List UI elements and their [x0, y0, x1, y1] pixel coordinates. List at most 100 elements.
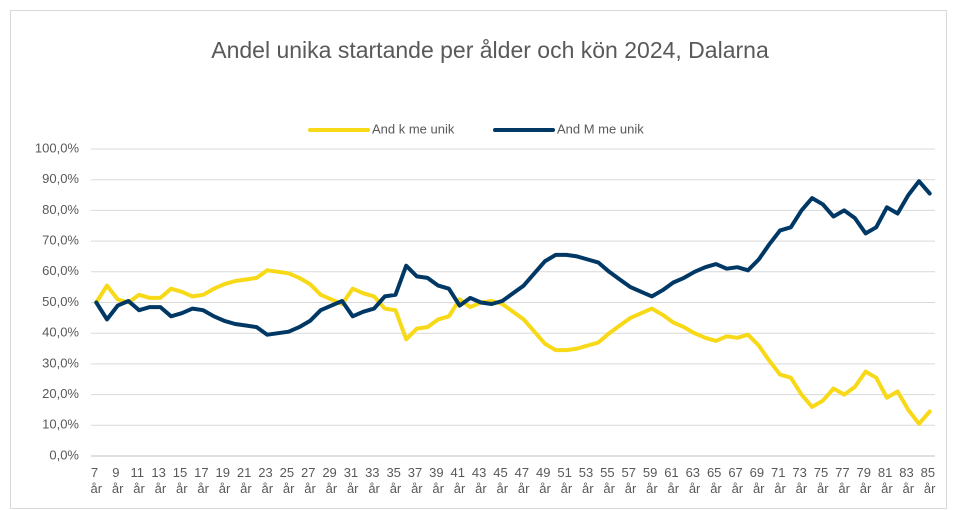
x-tick-unit: år — [347, 481, 359, 496]
y-tick-label: 10,0% — [42, 417, 79, 432]
x-tick-label: 77 år — [835, 465, 853, 496]
x-tick-label: 39 år — [429, 465, 447, 496]
x-tick-number: 51 — [557, 465, 575, 480]
x-tick-label: 81 år — [878, 465, 896, 496]
y-tick-label: 0,0% — [49, 447, 79, 462]
x-tick-unit: år — [432, 481, 444, 496]
x-tick-unit: år — [625, 481, 637, 496]
x-tick-number: 39 — [429, 465, 447, 480]
x-tick-unit: år — [603, 481, 615, 496]
x-tick-label: 73 år — [792, 465, 810, 496]
x-tick-number: 57 — [621, 465, 639, 480]
x-tick-label: 53 år — [579, 465, 597, 496]
x-tick-number: 45 — [493, 465, 511, 480]
x-tick-number: 15 — [173, 465, 191, 480]
x-tick-unit: år — [774, 481, 786, 496]
x-tick-unit: år — [903, 481, 915, 496]
series-line — [94, 179, 932, 337]
x-tick-label: 47 år — [515, 465, 533, 496]
x-tick-label: 55 år — [600, 465, 618, 496]
x-tick-unit: år — [91, 481, 103, 496]
x-tick-number: 9 — [112, 465, 123, 480]
x-tick-number: 41 — [451, 465, 469, 480]
x-tick-unit: år — [326, 481, 338, 496]
y-tick-label: 70,0% — [42, 233, 79, 248]
x-tick-number: 61 — [664, 465, 682, 480]
x-tick-unit: år — [796, 481, 808, 496]
x-tick-number: 31 — [344, 465, 362, 480]
x-tick-unit: år — [881, 481, 893, 496]
x-tick-unit: år — [732, 481, 744, 496]
x-tick-unit: år — [860, 481, 872, 496]
x-tick-number: 77 — [835, 465, 853, 480]
x-tick-number: 49 — [536, 465, 554, 480]
x-tick-label: 23 år — [258, 465, 276, 496]
x-tick-label: 49 år — [536, 465, 554, 496]
x-tick-number: 13 — [151, 465, 169, 480]
x-tick-label: 59 år — [643, 465, 661, 496]
x-tick-label: 37 år — [408, 465, 426, 496]
x-tick-unit: år — [518, 481, 530, 496]
x-tick-number: 55 — [600, 465, 618, 480]
x-tick-number: 27 — [301, 465, 319, 480]
x-tick-unit: år — [304, 481, 316, 496]
x-tick-label: 27 år — [301, 465, 319, 496]
legend-label: And M me unik — [557, 121, 644, 136]
x-tick-label: 65 år — [707, 465, 725, 496]
x-tick-number: 67 — [728, 465, 746, 480]
x-tick-number: 73 — [792, 465, 810, 480]
series-line — [94, 268, 932, 426]
x-tick-unit: år — [561, 481, 573, 496]
x-tick-number: 53 — [579, 465, 597, 480]
x-tick-label: 83 år — [899, 465, 917, 496]
x-tick-unit: år — [197, 481, 209, 496]
y-tick-label: 20,0% — [42, 386, 79, 401]
x-tick-number: 69 — [750, 465, 768, 480]
x-tick-label: 67 år — [728, 465, 746, 496]
x-tick-number: 25 — [280, 465, 298, 480]
x-tick-number: 29 — [322, 465, 340, 480]
x-tick-unit: år — [497, 481, 509, 496]
x-tick-unit: år — [582, 481, 594, 496]
x-tick-number: 85 — [921, 465, 939, 480]
x-tick-label: 17 år — [194, 465, 212, 496]
x-tick-unit: år — [539, 481, 551, 496]
x-tick-label: 51 år — [557, 465, 575, 496]
y-tick-label: 50,0% — [42, 294, 79, 309]
x-tick-label: 69 år — [750, 465, 768, 496]
x-tick-label: 25 år — [280, 465, 298, 496]
x-tick-unit: år — [475, 481, 487, 496]
x-tick-unit: år — [924, 481, 936, 496]
y-tick-label: 90,0% — [42, 171, 79, 186]
legend-label: And k me unik — [372, 121, 455, 136]
x-tick-unit: år — [817, 481, 829, 496]
x-tick-label: 35 år — [386, 465, 404, 496]
x-tick-unit: år — [689, 481, 701, 496]
x-tick-label: 7 år — [91, 465, 103, 496]
x-tick-number: 17 — [194, 465, 212, 480]
x-tick-number: 19 — [216, 465, 234, 480]
x-tick-label: 57 år — [621, 465, 639, 496]
x-tick-label: 21 år — [237, 465, 255, 496]
x-tick-number: 81 — [878, 465, 896, 480]
x-tick-unit: år — [646, 481, 658, 496]
x-tick-number: 7 — [91, 465, 102, 480]
x-tick-number: 79 — [857, 465, 875, 480]
x-tick-number: 37 — [408, 465, 426, 480]
x-tick-label: 63 år — [686, 465, 704, 496]
x-tick-label: 29 år — [322, 465, 340, 496]
x-tick-unit: år — [753, 481, 765, 496]
x-tick-label: 43 år — [472, 465, 490, 496]
x-tick-number: 65 — [707, 465, 725, 480]
x-tick-label: 13 år — [151, 465, 169, 496]
x-tick-number: 63 — [686, 465, 704, 480]
x-tick-unit: år — [283, 481, 295, 496]
x-tick-number: 83 — [899, 465, 917, 480]
x-tick-label: 45 år — [493, 465, 511, 496]
x-tick-unit: år — [240, 481, 252, 496]
y-tick-label: 100,0% — [35, 140, 80, 155]
x-tick-label: 15 år — [173, 465, 191, 496]
x-tick-unit: år — [133, 481, 145, 496]
